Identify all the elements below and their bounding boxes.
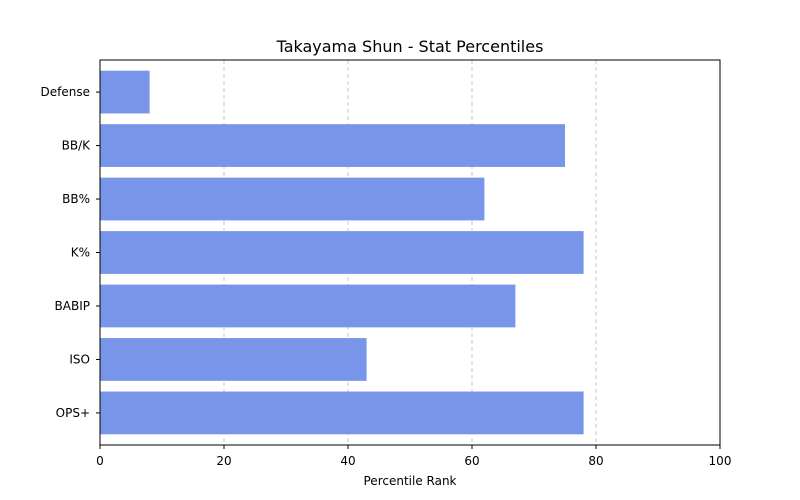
bar-k xyxy=(100,231,584,274)
bar-iso xyxy=(100,338,367,381)
bar-babip xyxy=(100,284,516,328)
bars xyxy=(100,70,584,435)
y-tick-label: BB/K xyxy=(62,139,92,153)
x-tick-label: 0 xyxy=(96,454,104,468)
bar-bb-k xyxy=(100,124,565,167)
y-tick-label: Defense xyxy=(41,85,90,99)
x-axis: 0 20 40 60 80 100 xyxy=(96,445,731,468)
x-tick-label: 100 xyxy=(709,454,732,468)
x-axis-label: Percentile Rank xyxy=(364,474,457,488)
y-axis: Defense BB/K BB% K% BABIP ISO OPS+ xyxy=(41,85,100,420)
x-tick-label: 60 xyxy=(464,454,479,468)
y-tick-label: ISO xyxy=(69,352,90,366)
x-tick-label: 40 xyxy=(340,454,355,468)
chart-title: Takayama Shun - Stat Percentiles xyxy=(276,37,544,56)
bar-ops xyxy=(100,391,584,435)
bar-bb xyxy=(100,177,485,221)
y-tick-label: BABIP xyxy=(55,299,90,313)
x-tick-label: 80 xyxy=(588,454,603,468)
y-tick-label: BB% xyxy=(62,192,90,206)
x-tick-label: 20 xyxy=(216,454,231,468)
y-tick-label: K% xyxy=(71,246,90,260)
bar-defense xyxy=(100,70,150,114)
y-tick-label: OPS+ xyxy=(56,406,90,420)
